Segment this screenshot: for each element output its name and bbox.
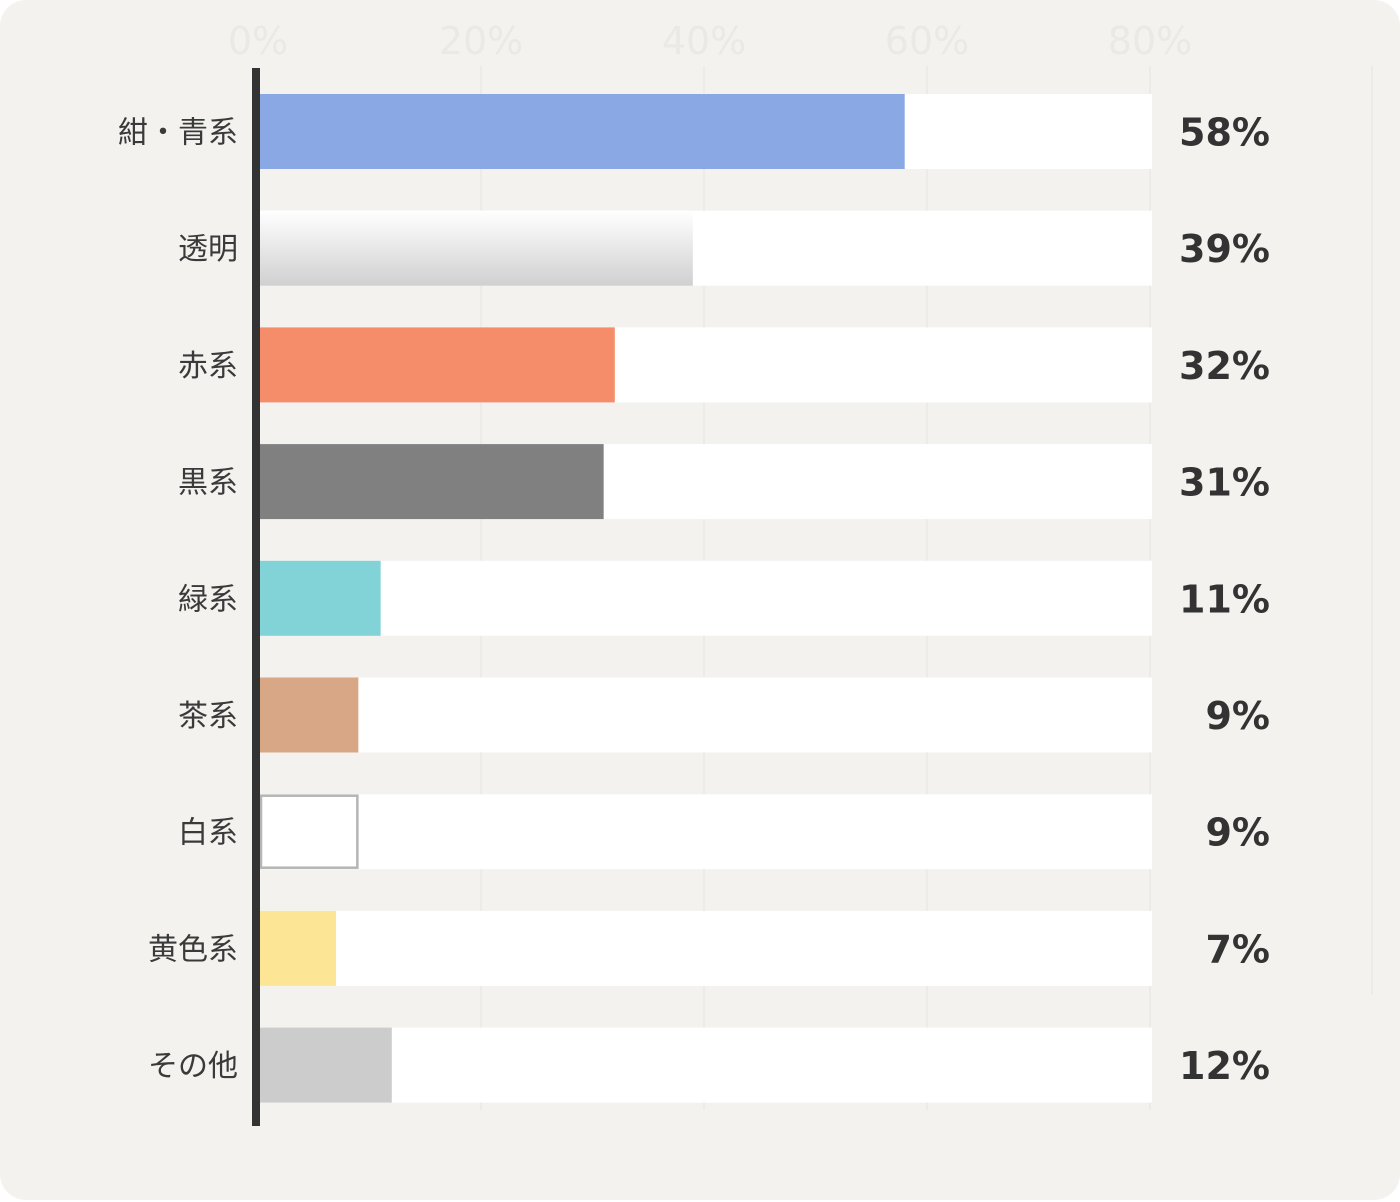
x-tick-labels: 0% 20% 40% 60% 80% [228, 19, 1192, 63]
category-label: 緑系 [178, 582, 238, 617]
bars [258, 94, 905, 1103]
bar [258, 327, 615, 403]
x-tick-label: 0% [228, 19, 288, 63]
category-label: 紺・青系 [118, 116, 238, 151]
bar [258, 910, 337, 986]
category-label: 茶系 [178, 699, 238, 734]
value-label: 58% [1179, 111, 1270, 155]
x-tick-label: 60% [885, 19, 969, 63]
bar [258, 677, 359, 753]
category-label: その他 [148, 1049, 238, 1084]
value-label: 32% [1179, 344, 1270, 388]
value-label: 9% [1205, 811, 1270, 855]
value-label: 12% [1179, 1044, 1270, 1088]
bar-track [258, 910, 1152, 986]
value-label: 9% [1205, 694, 1270, 738]
bar [258, 210, 693, 286]
category-label: 黒系 [178, 466, 238, 501]
category-label: 黄色系 [148, 932, 238, 967]
bar [258, 444, 604, 520]
x-tick-label: 20% [439, 19, 523, 63]
value-label: 31% [1179, 461, 1270, 505]
category-label: 透明 [178, 232, 238, 267]
bar [258, 1027, 392, 1103]
x-tick-label: 40% [662, 19, 746, 63]
y-axis-line [252, 68, 260, 1126]
value-label: 11% [1179, 577, 1270, 621]
bar [258, 94, 905, 169]
value-labels: 58% 39% 32% 31% 11% 9% 9% 7% 12% [1179, 111, 1270, 1089]
bar-track [258, 794, 1152, 870]
value-label: 39% [1179, 227, 1270, 271]
bar-track [258, 1027, 1152, 1103]
bar-track [258, 677, 1152, 753]
category-label: 赤系 [178, 349, 238, 384]
bar [259, 794, 359, 869]
bar [258, 560, 381, 636]
bar-track [258, 560, 1152, 636]
x-tick-label: 80% [1108, 19, 1192, 63]
category-label: 白系 [178, 816, 238, 851]
value-label: 7% [1205, 927, 1270, 971]
